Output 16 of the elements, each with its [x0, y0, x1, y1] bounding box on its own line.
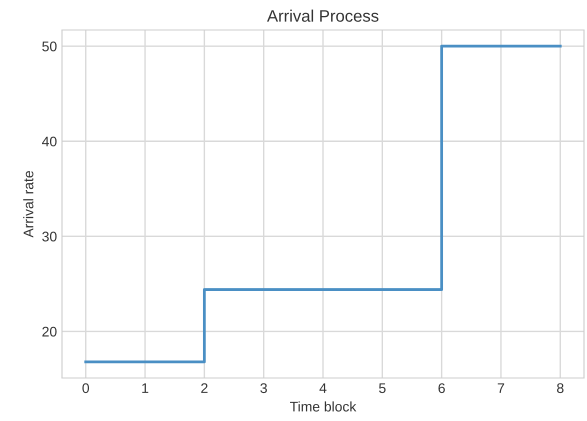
y-tick-label: 20 [42, 326, 57, 337]
chart-title: Arrival Process [267, 10, 378, 22]
x-tick-label: 7 [498, 383, 504, 393]
x-tick-label: 3 [260, 383, 267, 394]
y-axis-title: Arrival rate [23, 171, 34, 238]
x-tick-label: 5 [379, 383, 386, 394]
y-tick-label: 30 [42, 232, 57, 242]
x-axis-title: Time block [290, 401, 356, 412]
x-tick-label: 6 [438, 383, 445, 394]
y-tick-label: 40 [42, 136, 57, 146]
x-tick-label: 0 [82, 383, 90, 394]
x-tick-label: 1 [142, 383, 148, 393]
x-tick-label: 4 [319, 383, 326, 393]
y-tick-label: 50 [42, 42, 57, 52]
x-tick-label: 8 [557, 383, 564, 394]
x-tick-label: 2 [201, 383, 208, 393]
